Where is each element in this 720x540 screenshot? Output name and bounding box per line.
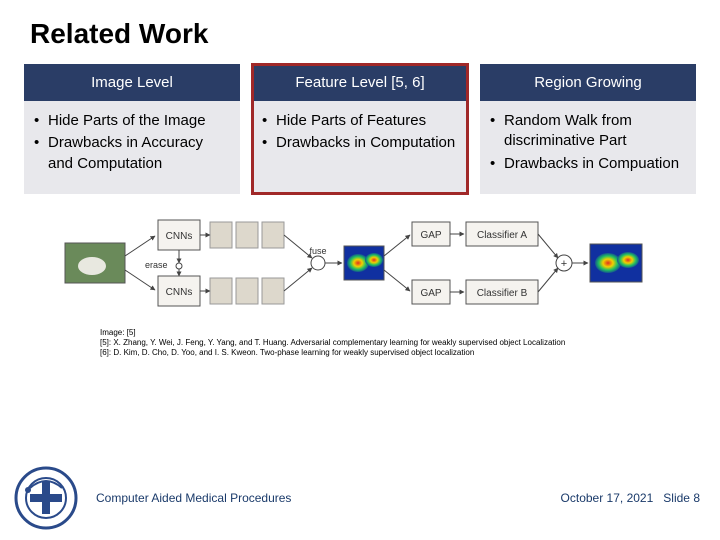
architecture-diagram: CNNs CNNs erase fuse (60, 208, 660, 318)
ref-line: [6]: D. Kim, D. Cho, D. Yoo, and I. S. K… (100, 348, 580, 358)
svg-text:CNNs: CNNs (166, 231, 193, 242)
bullet: Drawbacks in Compuation (488, 154, 688, 174)
svg-text:erase: erase (145, 260, 168, 270)
footer-date: October 17, 2021 (561, 491, 654, 505)
svg-text:Classifier A: Classifier A (477, 230, 527, 241)
footer-slide-label: Slide (663, 491, 690, 505)
bullet: Random Walk from discriminative Part (488, 111, 688, 152)
feature-maps-top (210, 222, 284, 248)
feature-maps-bottom (210, 278, 284, 304)
column-body: Hide Parts of the Image Drawbacks in Acc… (24, 101, 240, 194)
column-header: Feature Level [5, 6] (252, 64, 468, 101)
footer-center: Computer Aided Medical Procedures (96, 491, 561, 505)
logo-icon (14, 466, 78, 530)
svg-text:GAP: GAP (420, 230, 441, 241)
column-feature-level: Feature Level [5, 6] Hide Parts of Featu… (252, 64, 468, 194)
footer: Computer Aided Medical Procedures Octobe… (0, 466, 720, 530)
column-header: Image Level (24, 64, 240, 101)
column-body: Hide Parts of Features Drawbacks in Comp… (252, 101, 468, 174)
column-image-level: Image Level Hide Parts of the Image Draw… (24, 64, 240, 194)
svg-text:CNNs: CNNs (166, 287, 193, 298)
bullet: Drawbacks in Computation (260, 133, 460, 153)
bullet: Drawbacks in Accuracy and Computation (32, 133, 232, 174)
slide-title: Related Work (0, 0, 720, 64)
svg-text:fuse: fuse (309, 246, 326, 256)
footer-slide-num: 8 (693, 491, 700, 505)
references: Image: [5] [5]: X. Zhang, Y. Wei, J. Fen… (0, 318, 580, 358)
column-region-growing: Region Growing Random Walk from discrimi… (480, 64, 696, 194)
columns-row: Image Level Hide Parts of the Image Draw… (0, 64, 720, 194)
ref-line: Image: [5] (100, 328, 580, 338)
svg-text:GAP: GAP (420, 288, 441, 299)
svg-text:Classifier B: Classifier B (477, 288, 528, 299)
bullet: Hide Parts of Features (260, 111, 460, 131)
ref-line: [5]: X. Zhang, Y. Wei, J. Feng, Y. Yang,… (100, 338, 580, 348)
column-body: Random Walk from discriminative Part Dra… (480, 101, 696, 194)
footer-right: October 17, 2021 Slide 8 (561, 491, 700, 505)
svg-text:+: + (561, 258, 567, 270)
bullet: Hide Parts of the Image (32, 111, 232, 131)
column-header: Region Growing (480, 64, 696, 101)
